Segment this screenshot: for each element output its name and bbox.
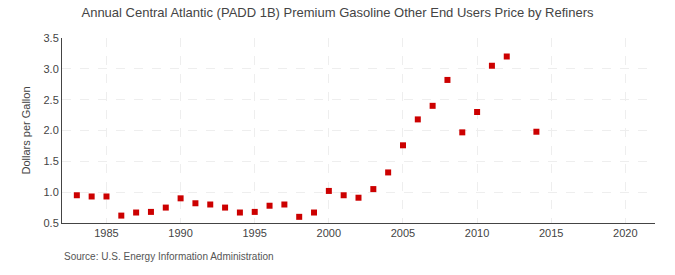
svg-text:1.0: 1.0 (44, 186, 59, 198)
svg-text:3.0: 3.0 (44, 63, 59, 75)
svg-text:2010: 2010 (465, 227, 489, 239)
svg-text:1995: 1995 (242, 227, 266, 239)
svg-text:Annual Central Atlantic (PADD: Annual Central Atlantic (PADD 1B) Premiu… (81, 5, 594, 20)
svg-text:3.5: 3.5 (44, 32, 59, 44)
svg-text:2.5: 2.5 (44, 94, 59, 106)
svg-text:Source: U.S. Energy Informatio: Source: U.S. Energy Information Administ… (64, 251, 274, 262)
svg-text:2015: 2015 (539, 227, 563, 239)
svg-text:2005: 2005 (391, 227, 415, 239)
svg-text:Dollars per Gallon: Dollars per Gallon (20, 86, 32, 174)
svg-text:0.5: 0.5 (44, 217, 59, 229)
svg-text:2020: 2020 (613, 227, 637, 239)
svg-text:1.5: 1.5 (44, 155, 59, 167)
svg-text:1985: 1985 (94, 227, 118, 239)
svg-text:2000: 2000 (317, 227, 341, 239)
svg-text:1990: 1990 (168, 227, 192, 239)
svg-text:2.0: 2.0 (44, 124, 59, 136)
